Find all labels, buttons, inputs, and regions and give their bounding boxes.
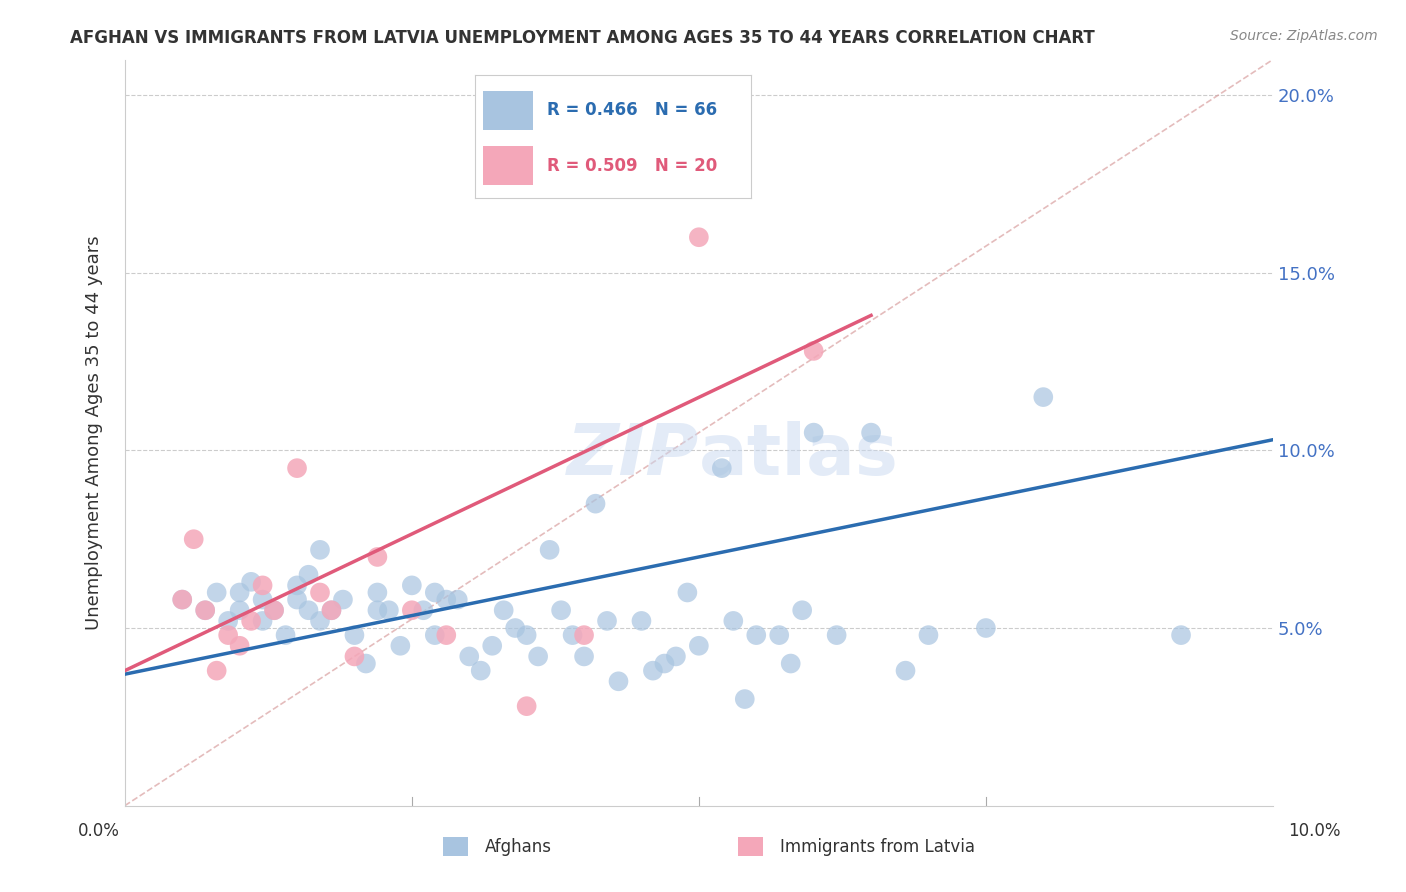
Point — [550, 603, 572, 617]
Point — [688, 230, 710, 244]
Point — [389, 639, 412, 653]
Point — [503, 621, 526, 635]
Point — [366, 585, 388, 599]
Point — [172, 592, 194, 607]
Point — [516, 628, 538, 642]
Point — [252, 578, 274, 592]
Point — [183, 532, 205, 546]
Point — [172, 592, 194, 607]
Point — [458, 649, 481, 664]
Point — [240, 614, 263, 628]
Point — [745, 628, 768, 642]
Point — [688, 639, 710, 653]
Point — [481, 639, 503, 653]
Point — [572, 628, 595, 642]
Point — [297, 567, 319, 582]
Point — [343, 628, 366, 642]
Point — [734, 692, 756, 706]
Point — [585, 497, 607, 511]
Point — [217, 614, 239, 628]
Point — [630, 614, 652, 628]
Text: ZIP: ZIP — [567, 420, 699, 490]
Point — [309, 542, 332, 557]
Point — [723, 614, 745, 628]
Point — [825, 628, 848, 642]
Point — [607, 674, 630, 689]
Point — [1170, 628, 1192, 642]
Point — [285, 578, 308, 592]
Point — [974, 621, 997, 635]
Point — [492, 603, 515, 617]
Point — [665, 649, 688, 664]
Point — [561, 628, 583, 642]
Point — [779, 657, 801, 671]
Text: Afghans: Afghans — [485, 838, 553, 855]
Text: AFGHAN VS IMMIGRANTS FROM LATVIA UNEMPLOYMENT AMONG AGES 35 TO 44 YEARS CORRELAT: AFGHAN VS IMMIGRANTS FROM LATVIA UNEMPLO… — [70, 29, 1095, 46]
Point — [332, 592, 354, 607]
Point — [274, 628, 297, 642]
Point — [309, 585, 332, 599]
Point — [285, 461, 308, 475]
Point — [710, 461, 733, 475]
Point — [917, 628, 939, 642]
Point — [434, 592, 457, 607]
Point — [309, 614, 332, 628]
Point — [572, 649, 595, 664]
Point — [641, 664, 664, 678]
Text: Source: ZipAtlas.com: Source: ZipAtlas.com — [1230, 29, 1378, 43]
Point — [803, 425, 825, 440]
Point — [194, 603, 217, 617]
Point — [228, 603, 250, 617]
Point — [527, 649, 550, 664]
Point — [343, 649, 366, 664]
Point — [423, 585, 446, 599]
Point — [470, 664, 492, 678]
Point — [401, 578, 423, 592]
Point — [366, 549, 388, 564]
Point — [321, 603, 343, 617]
Point — [654, 657, 676, 671]
Point — [321, 603, 343, 617]
Point — [401, 603, 423, 617]
Text: 10.0%: 10.0% — [1288, 822, 1341, 840]
Point — [297, 603, 319, 617]
Point — [366, 603, 388, 617]
Text: 0.0%: 0.0% — [77, 822, 120, 840]
Point — [217, 628, 239, 642]
Point — [378, 603, 401, 617]
Point — [447, 592, 470, 607]
Point — [412, 603, 434, 617]
Point — [263, 603, 285, 617]
Point — [676, 585, 699, 599]
Text: atlas: atlas — [699, 420, 898, 490]
Point — [285, 592, 308, 607]
Point — [423, 628, 446, 642]
Point — [252, 614, 274, 628]
Point — [354, 657, 377, 671]
Point — [768, 628, 790, 642]
Point — [860, 425, 883, 440]
Point — [1032, 390, 1054, 404]
Point — [228, 585, 250, 599]
Text: Immigrants from Latvia: Immigrants from Latvia — [780, 838, 976, 855]
Point — [803, 343, 825, 358]
Point — [538, 542, 561, 557]
Y-axis label: Unemployment Among Ages 35 to 44 years: Unemployment Among Ages 35 to 44 years — [86, 235, 103, 630]
Point — [792, 603, 814, 617]
Point — [252, 592, 274, 607]
Point — [434, 628, 457, 642]
Point — [228, 639, 250, 653]
Point — [194, 603, 217, 617]
Point — [894, 664, 917, 678]
Point — [205, 664, 228, 678]
Point — [516, 699, 538, 714]
Point — [240, 574, 263, 589]
Point — [263, 603, 285, 617]
Point — [596, 614, 619, 628]
Point — [205, 585, 228, 599]
